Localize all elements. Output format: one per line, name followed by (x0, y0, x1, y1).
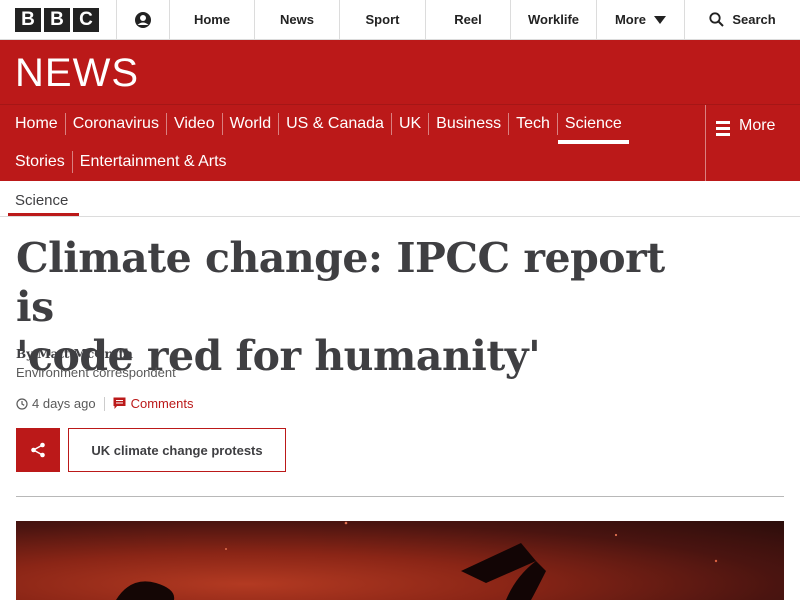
section-nav-us-canada[interactable]: US & Canada (278, 113, 391, 135)
section-nav-home[interactable]: Home (15, 115, 58, 132)
share-icon (31, 442, 45, 458)
global-nav-news[interactable]: News (255, 0, 340, 39)
news-logo[interactable]: NEWS (15, 51, 139, 95)
global-nav-sport[interactable]: Sport (340, 0, 426, 39)
section-nav-more-label: More (739, 117, 776, 134)
section-nav-entertainment-arts[interactable]: Entertainment & Arts (71, 151, 234, 173)
account-icon (135, 11, 151, 28)
bbc-logo-letter: C (73, 7, 99, 32)
section-nav-world[interactable]: World (221, 113, 279, 135)
hero-image-silhouettes (116, 521, 718, 600)
section-nav-business[interactable]: Business (428, 113, 508, 135)
section-nav-uk[interactable]: UK (390, 113, 428, 135)
article-headline: Climate change: IPCC report is 'code red… (16, 234, 716, 381)
news-masthead: NEWS (0, 40, 800, 104)
comments-link[interactable]: Comments (113, 396, 194, 411)
section-nav-video[interactable]: Video (165, 113, 222, 135)
breadcrumb-rule (0, 216, 800, 217)
section-nav-coronavirus[interactable]: Coronavirus (64, 113, 166, 135)
bbc-logo-letter: B (44, 7, 70, 32)
bbc-global-nav: B B C Home News Sport Reel Worklife More… (0, 0, 800, 40)
section-nav-science[interactable]: Science (556, 113, 629, 144)
account-button[interactable] (117, 0, 170, 39)
breadcrumb-science[interactable]: Science (15, 192, 69, 209)
section-nav-tech[interactable]: Tech (508, 113, 557, 135)
section-nav-more-button[interactable]: More (705, 105, 800, 182)
chevron-down-icon (654, 15, 667, 24)
bbc-logo[interactable]: B B C (0, 0, 117, 39)
content-divider (16, 496, 784, 497)
meta-separator (103, 396, 105, 411)
search-label: Search (732, 12, 776, 27)
global-nav-home[interactable]: Home (170, 0, 255, 39)
section-nav-stories[interactable]: Stories (15, 153, 65, 170)
global-nav-worklife[interactable]: Worklife (511, 0, 597, 39)
headline-line-1: Climate change: IPCC report is (16, 234, 665, 331)
comment-icon (113, 397, 126, 409)
article-meta: 4 days ago Comments (16, 396, 193, 411)
hero-image (16, 521, 784, 600)
article-timestamp: 4 days ago (32, 396, 96, 411)
breadcrumb-underline (8, 213, 79, 217)
share-button[interactable] (16, 428, 60, 472)
search-icon (709, 12, 725, 27)
author-role: Environment correspondent (16, 365, 176, 380)
comments-label: Comments (130, 396, 194, 411)
section-nav: Home Coronavirus Video World US & Canada… (0, 104, 800, 182)
bbc-logo-letter: B (15, 7, 41, 32)
hamburger-icon (716, 121, 730, 139)
headline-line-2: 'code red for humanity' (16, 332, 541, 380)
clock-icon (16, 397, 28, 410)
author-byline: By Matt McGrath (16, 347, 133, 361)
topic-tag-button[interactable]: UK climate change protests (68, 428, 286, 472)
global-nav-more-label: More (614, 12, 647, 27)
global-nav-reel[interactable]: Reel (426, 0, 511, 39)
global-nav-more[interactable]: More (597, 0, 685, 39)
search-button[interactable]: Search (685, 0, 800, 39)
